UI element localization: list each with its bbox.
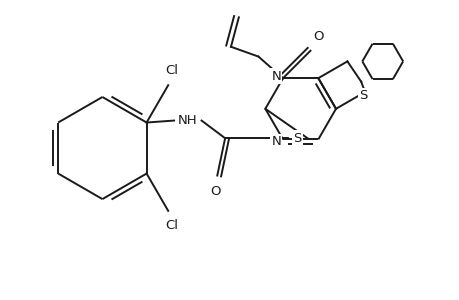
Text: Cl: Cl: [165, 64, 178, 77]
Text: N: N: [271, 70, 280, 83]
Text: N: N: [271, 135, 280, 148]
Text: NH: NH: [178, 114, 197, 127]
Text: O: O: [210, 185, 220, 198]
Text: S: S: [293, 132, 301, 145]
Text: Cl: Cl: [165, 219, 178, 232]
Text: O: O: [313, 30, 323, 43]
Text: S: S: [358, 89, 366, 103]
